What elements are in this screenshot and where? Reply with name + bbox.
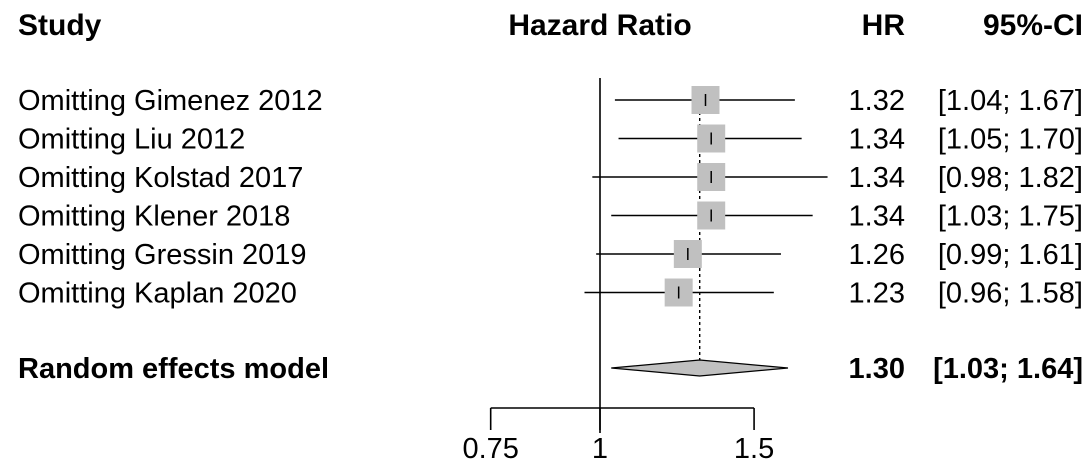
hr-value: 1.26	[849, 239, 905, 271]
header-hr: HR	[862, 9, 906, 42]
x-axis: 0.75 1 1.5	[462, 407, 774, 465]
study-label: Omitting Kolstad 2017	[18, 162, 303, 194]
study-label: Omitting Liu 2012	[18, 124, 245, 156]
header-ci: 95%-CI	[983, 9, 1083, 42]
study-label: Omitting Gressin 2019	[18, 239, 307, 271]
ci-value: [1.04; 1.67]	[938, 85, 1083, 117]
x-tick-label: 0.75	[462, 433, 518, 465]
hr-value: 1.34	[849, 124, 905, 156]
ci-value: [1.03; 1.75]	[938, 201, 1083, 233]
study-row: Omitting Kaplan 2020 1.23 [0.96; 1.58]	[18, 278, 1083, 310]
study-row: Omitting Gressin 2019 1.26 [0.99; 1.61]	[18, 239, 1083, 271]
study-row: Omitting Klener 2018 1.34 [1.03; 1.75]	[18, 201, 1083, 233]
study-row: Omitting Gimenez 2012 1.32 [1.04; 1.67]	[18, 85, 1083, 117]
hr-value: 1.34	[849, 162, 905, 194]
ci-value: [1.05; 1.70]	[938, 124, 1083, 156]
study-rows: Omitting Gimenez 2012 1.32 [1.04; 1.67]Omi…	[18, 85, 1083, 385]
pooled-diamond	[611, 359, 789, 377]
pooled-hr-value: 1.30	[849, 353, 905, 385]
x-tick-label: 1	[592, 433, 608, 465]
ci-value: [0.96; 1.58]	[938, 278, 1083, 310]
study-label: Omitting Klener 2018	[18, 201, 290, 233]
pooled-row: Random effects model 1.30 [1.03; 1.64]	[18, 353, 1083, 385]
study-row: Omitting Liu 2012 1.34 [1.05; 1.70]	[18, 124, 1083, 156]
pooled-label: Random effects model	[18, 353, 329, 385]
header-hazard-ratio: Hazard Ratio	[508, 9, 691, 42]
hr-value: 1.23	[849, 278, 905, 310]
pooled-ci-value: [1.03; 1.64]	[933, 353, 1083, 385]
hr-value: 1.32	[849, 85, 905, 117]
hr-value: 1.34	[849, 201, 905, 233]
ci-value: [0.99; 1.61]	[938, 239, 1083, 271]
x-tick-label: 1.5	[734, 433, 774, 465]
header-study: Study	[18, 9, 102, 42]
study-label: Omitting Gimenez 2012	[18, 85, 323, 117]
ci-value: [0.98; 1.82]	[938, 162, 1083, 194]
study-label: Omitting Kaplan 2020	[18, 278, 297, 310]
study-row: Omitting Kolstad 2017 1.34 [0.98; 1.82]	[18, 162, 1083, 194]
